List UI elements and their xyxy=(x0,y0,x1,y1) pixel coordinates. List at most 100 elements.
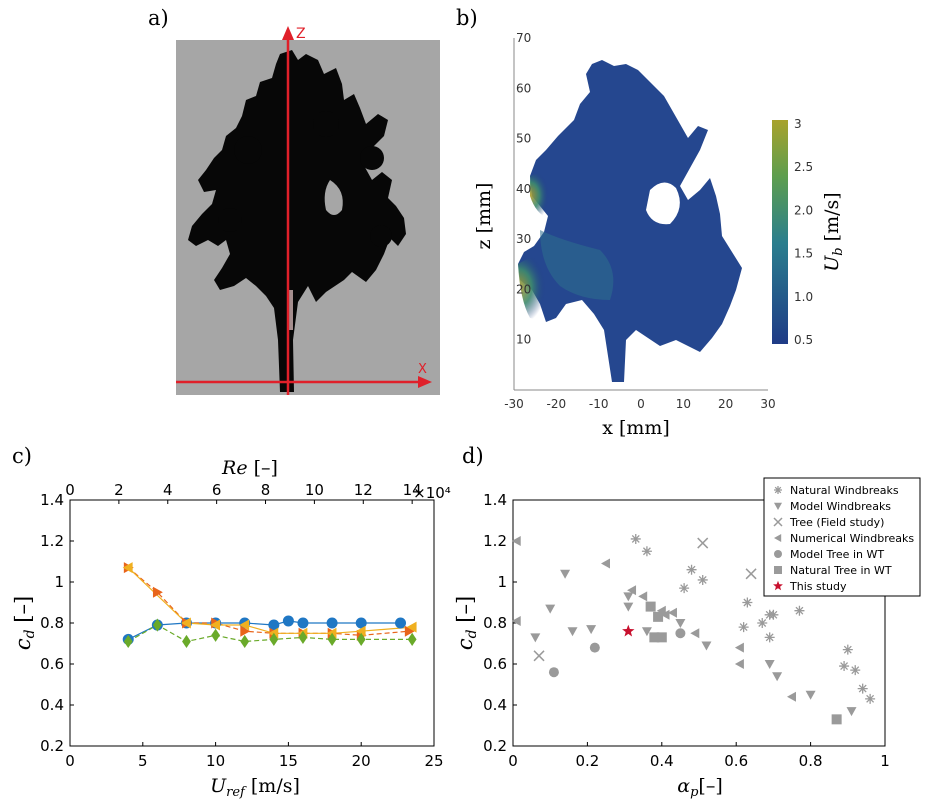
d-data-point-3 xyxy=(511,615,521,626)
c-x-tick-label: 0 xyxy=(65,752,75,770)
d-data-point-0 xyxy=(768,609,779,620)
colorbar-tick-label: 2.5 xyxy=(794,160,813,174)
d-data-point-6 xyxy=(622,624,635,637)
c-data-point-3 xyxy=(269,632,279,646)
d-data-point-5 xyxy=(649,632,660,643)
d-y-tick-label: 0.4 xyxy=(483,696,507,714)
c-data-point-3 xyxy=(327,632,337,646)
c-data-point-0 xyxy=(355,617,367,629)
b-x-tick-label: -30 xyxy=(504,397,524,411)
panel-label-b: b) xyxy=(456,6,478,30)
d-legend-marker-2 xyxy=(773,517,783,527)
panel-label-c: c) xyxy=(12,444,32,468)
c-top-tick-label: 0 xyxy=(65,481,75,499)
d-data-point-4 xyxy=(589,642,600,653)
d-data-point-0 xyxy=(850,665,861,676)
c-top-tick-label: 12 xyxy=(354,481,373,499)
c-data-point-2 xyxy=(355,625,366,637)
photo-axes: Z X xyxy=(176,26,432,395)
c-top-multiplier: ×10⁴ xyxy=(413,484,451,502)
c-data-point-2 xyxy=(122,562,133,574)
c-top-tick-label: 14 xyxy=(403,481,422,499)
b-x-tick-label: 0 xyxy=(637,397,645,411)
d-data-point-3 xyxy=(511,536,521,546)
tree-photograph xyxy=(176,40,440,395)
c-data-point-1 xyxy=(404,625,415,637)
panel-label-d: d) xyxy=(462,444,484,468)
d-legend-entry: Tree (Field study) xyxy=(789,516,884,529)
panel-label-a: a) xyxy=(148,6,169,30)
b-y-tick-label: 20 xyxy=(516,282,531,296)
d-legend-entry: Model Tree in WT xyxy=(790,548,884,561)
b-y-tick-label: 40 xyxy=(516,182,531,196)
c-data-point-1 xyxy=(240,625,251,637)
d-y-tick-label: 0.6 xyxy=(483,655,507,673)
c-y-tick-label: 0.8 xyxy=(40,614,64,632)
colorbar xyxy=(772,120,788,344)
velocity-region xyxy=(518,60,742,382)
d-x-tick-label: 0 xyxy=(508,752,518,770)
c-top-tick-label: 2 xyxy=(114,481,124,499)
c-data-point-3 xyxy=(152,618,162,632)
c-data-point-2 xyxy=(180,617,191,629)
c-x-tick-label: 25 xyxy=(424,752,443,770)
tree-silhouette xyxy=(176,40,440,395)
d-data-point-0 xyxy=(757,618,768,628)
d-data-point-4 xyxy=(548,667,559,678)
b-x-tick-label: 20 xyxy=(718,397,733,411)
d-data-point-1 xyxy=(567,627,578,637)
z-axis-arrowhead xyxy=(282,26,294,40)
c-x-axis-label: Uref [m/s] xyxy=(210,775,300,800)
b-x-axis-label: x [mm] xyxy=(602,417,670,439)
velocity-gap xyxy=(646,182,680,225)
d-data-point-1 xyxy=(623,602,634,612)
d-data-point-2 xyxy=(745,568,757,580)
d-y-tick-label: 0.8 xyxy=(483,614,507,632)
d-y-tick-label: 0.2 xyxy=(483,737,507,755)
d-data-point-1 xyxy=(764,660,775,669)
b-y-tick-label: 50 xyxy=(516,132,531,146)
x-axis-arrowhead xyxy=(418,376,432,388)
d-x-axis-label: αp[–] xyxy=(677,775,723,800)
d-data-point-1 xyxy=(623,592,634,602)
d-data-point-3 xyxy=(734,642,744,653)
c-x-tick-label: 5 xyxy=(138,752,148,770)
z-axis-label: Z xyxy=(296,26,306,42)
d-data-point-2 xyxy=(533,650,545,662)
c-top-tick-label: 6 xyxy=(212,481,222,499)
c-data-point-2 xyxy=(239,619,250,631)
d-data-point-3 xyxy=(601,558,610,569)
d-data-point-0 xyxy=(842,644,853,655)
d-data-point-1 xyxy=(846,707,857,717)
d-legend-marker-6 xyxy=(773,580,783,591)
d-data-point-0 xyxy=(641,546,652,557)
d-data-point-1 xyxy=(675,619,686,628)
b-y-tick-label: 70 xyxy=(516,31,531,45)
d-data-point-3 xyxy=(690,628,700,639)
d-data-point-1 xyxy=(805,690,816,700)
c-data-point-0 xyxy=(297,617,309,629)
d-data-point-0 xyxy=(679,583,690,594)
d-x-tick-label: 0.6 xyxy=(724,752,748,770)
c-y-tick-label: 1.2 xyxy=(40,532,64,550)
d-data-point-3 xyxy=(787,691,796,702)
c-data-point-3 xyxy=(182,634,191,649)
b-y-tick-label: 30 xyxy=(516,232,531,246)
b-x-tick-label: 10 xyxy=(676,397,691,411)
velocity-region-high-upper xyxy=(530,173,562,218)
d-data-point-1 xyxy=(772,672,783,682)
c-data-point-2 xyxy=(406,621,417,633)
d-y-tick-label: 1.2 xyxy=(483,532,507,550)
c-x-tick-label: 20 xyxy=(352,752,371,770)
c-series-line-1 xyxy=(127,567,410,636)
c-top-tick-label: 10 xyxy=(305,481,324,499)
colorbar-label: Ub [m/s] xyxy=(821,192,846,271)
velocity-field-plot: -30 -20 -10 0 10 20 30 10 20 30 40 50 60 70 x [mm] z… xyxy=(473,31,846,439)
b-x-tick-label: -20 xyxy=(547,397,567,411)
d-data-point-3 xyxy=(627,585,637,596)
d-y-tick-label: 1 xyxy=(497,573,507,591)
c-y-axis-label: cd [–] xyxy=(11,596,38,650)
c-y-tick-label: 0.6 xyxy=(40,655,64,673)
d-data-point-1 xyxy=(530,633,541,643)
b-y-axis-label: z [mm] xyxy=(473,183,495,250)
